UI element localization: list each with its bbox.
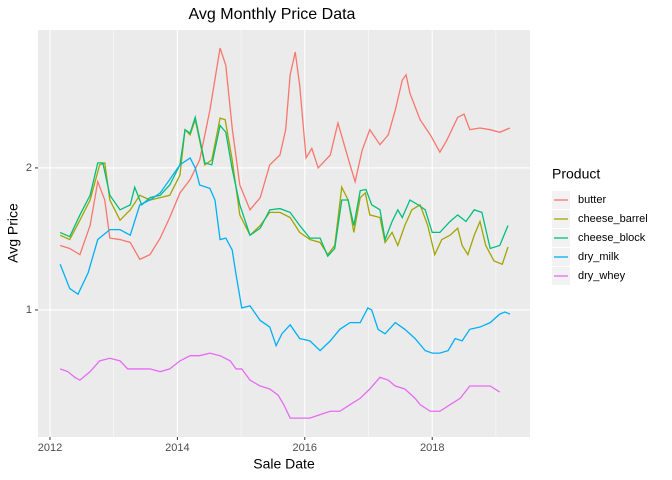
legend-label: cheese_barrel <box>578 213 648 225</box>
lines <box>59 47 511 419</box>
axes: 2012 2014 2016 2018 1 2 <box>26 162 445 454</box>
series-line <box>59 117 509 266</box>
legend: butter cheese_barrel cheese_block dry_milkd… <box>552 191 648 285</box>
series-line <box>59 352 501 419</box>
x-tick-label: 2012 <box>38 442 62 454</box>
grid <box>38 30 530 437</box>
legend-label: dry_whey <box>578 270 626 282</box>
x-axis-label: Sale Date <box>253 456 315 472</box>
y-tick-label: 2 <box>26 162 32 174</box>
y-axis-label: Avg Price <box>5 203 21 263</box>
chart-title: Avg Monthly Price Data <box>189 6 356 23</box>
legend-label: dry_milk <box>578 251 619 263</box>
legend-label: butter <box>578 194 606 206</box>
y-tick-label: 1 <box>26 304 32 316</box>
x-tick-label: 2016 <box>293 442 317 454</box>
x-tick-label: 2014 <box>165 442 189 454</box>
series-line <box>59 47 511 261</box>
x-tick-label: 2018 <box>420 442 444 454</box>
series-line <box>59 114 509 258</box>
series-line <box>59 156 511 354</box>
legend-title: Product <box>552 166 600 182</box>
panel <box>38 30 530 437</box>
legend-label: cheese_block <box>578 232 646 244</box>
